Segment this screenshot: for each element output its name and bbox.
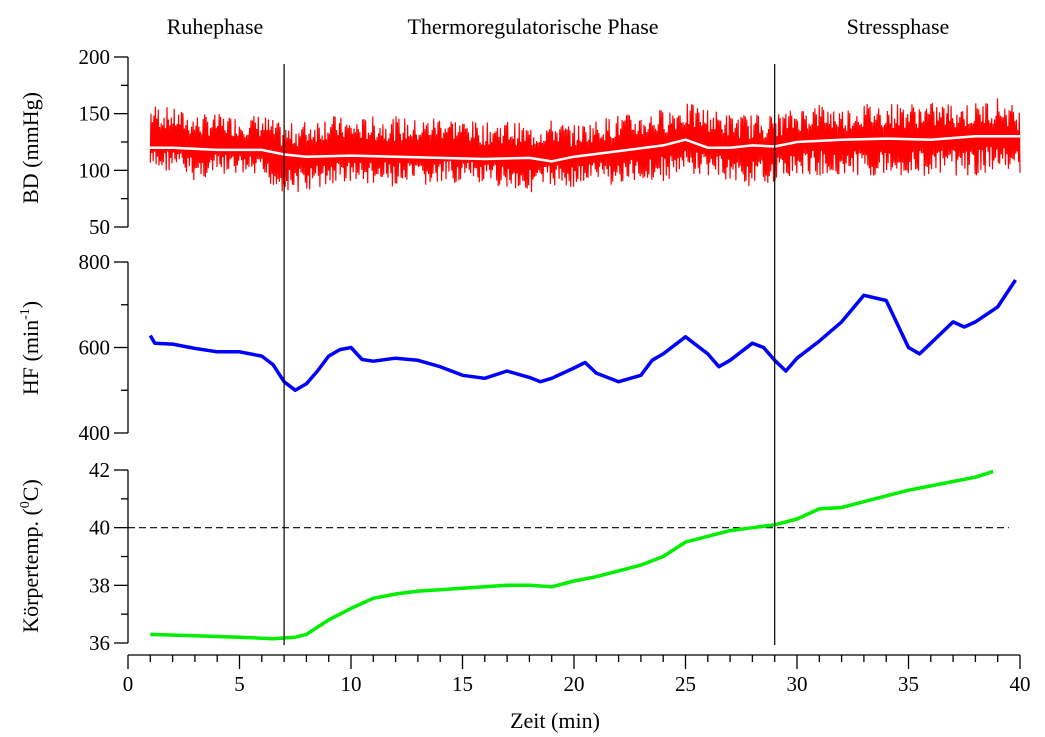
temp-y-tick-label: 36 (89, 631, 110, 655)
phase-label-stress: Stressphase (847, 14, 950, 39)
bd-raw-series (149, 98, 1021, 193)
hf-y-tick-label: 600 (79, 336, 111, 360)
phase-label-thermo: Thermoregulatorische Phase (407, 14, 658, 39)
temp-y-tick-label: 42 (89, 458, 110, 482)
x-tick-label: 30 (787, 672, 808, 696)
hf-y-axis-label: HF (min-1) (18, 301, 43, 395)
hf-y-tick-label: 800 (79, 250, 111, 274)
temp-y-axis-label: Körpertemp. (0C) (18, 479, 43, 633)
temp-series (150, 469, 994, 641)
bd-y-tick-label: 50 (89, 215, 110, 239)
x-tick-label: 10 (341, 672, 362, 696)
x-axis: 0 5 10 15 20 25 30 35 40 (123, 654, 1031, 696)
bd-y-axis-label: BD (mmHg) (18, 92, 43, 204)
hf-y-tick-label: 400 (79, 421, 111, 445)
temp-ylabel-main: Körpertemp. ( (18, 508, 43, 633)
hf-series (148, 279, 1017, 393)
temp-ylabel-close: C) (18, 479, 43, 501)
temp-panel: 36 38 40 42 (89, 458, 1009, 655)
hf-ylabel-close: ) (18, 301, 43, 308)
bd-panel: 50 100 150 200 (79, 45, 1021, 239)
phase-boundaries (283, 64, 776, 645)
temp-ylabel-sup: 0 (18, 501, 33, 508)
x-tick-label: 25 (675, 672, 696, 696)
bd-smoothed-series (139, 135, 1020, 163)
x-tick-label: 0 (123, 672, 134, 696)
bd-y-tick-label: 150 (79, 102, 111, 126)
x-tick-label: 15 (452, 672, 473, 696)
hf-panel: 400 600 800 (79, 250, 1017, 445)
hf-ylabel-sup: -1 (18, 308, 33, 320)
bd-y-tick-label: 100 (79, 158, 111, 182)
bd-y-tick-label: 200 (79, 45, 111, 69)
temp-y-tick-label: 38 (89, 573, 110, 597)
x-axis-label: Zeit (min) (510, 708, 600, 733)
phase-label-rest: Ruhephase (167, 14, 264, 39)
temp-y-tick-label: 40 (89, 516, 110, 540)
x-tick-label: 20 (564, 672, 585, 696)
hf-ylabel-main: HF (min (18, 320, 43, 395)
x-tick-label: 40 (1010, 672, 1031, 696)
x-tick-label: 35 (898, 672, 919, 696)
x-tick-label: 5 (234, 672, 245, 696)
